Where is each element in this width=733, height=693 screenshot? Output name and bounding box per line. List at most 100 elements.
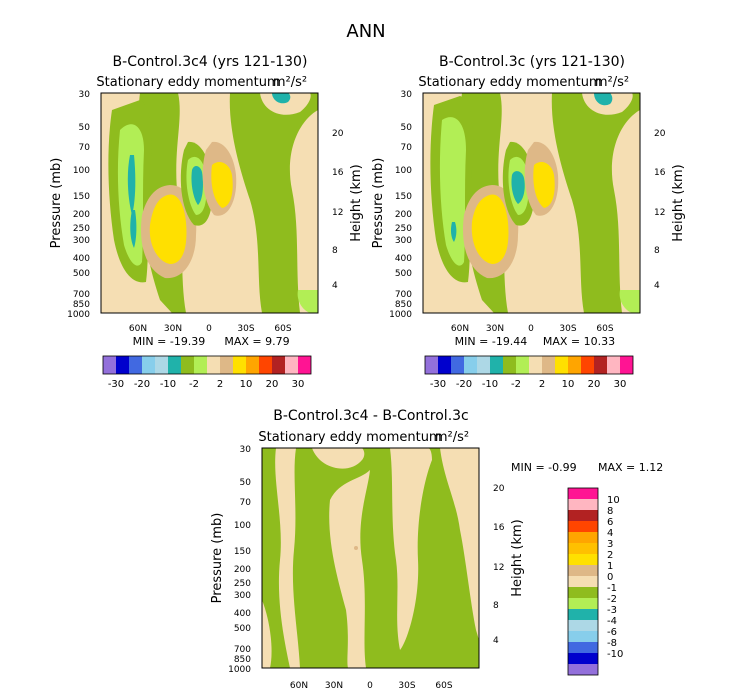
tan-top-c [312,448,365,469]
ytick-b: 400 [395,254,412,264]
min-label-a: MIN = -19.39 [133,335,206,348]
xtick-b: 60N [451,324,469,334]
lobe-yellow2-a [211,161,233,208]
y2tick-b: 16 [654,168,666,178]
spot-cyan-a [191,166,203,205]
xtick-a: 60N [129,324,147,334]
y2-axis-b: 20 16 12 8 4 Height (km) [654,129,686,291]
chart-title-b: B-Control.3c (yrs 121-130) [439,54,625,70]
tan-stripe-c [275,448,300,668]
colorbar-swatch [568,488,598,499]
ytick-a: 50 [79,123,91,133]
chart-subtitle-b: Stationary eddy momentum [418,75,601,90]
ytick-a: 200 [73,210,90,220]
colorbar-swatch [568,499,598,510]
y2tick-b: 4 [654,281,660,291]
spot-cyan-top-a [272,93,291,104]
ytick-c: 100 [234,521,251,531]
ylabel-a: Pressure (mb) [49,158,64,249]
chart-units-c: m²/s² [435,430,469,445]
spot-cyan-b [511,171,525,204]
colorbar-swatch [103,356,116,374]
corner-green-a [297,290,318,313]
colorbar-swatch [568,642,598,653]
colorbar-swatch [581,356,594,374]
ytick-a: 700 [73,290,90,300]
spot-sand-c [354,546,358,550]
colorbar-swatch [194,356,207,374]
colorbar-swatch [168,356,181,374]
xtick-a: 30S [237,324,254,334]
chart-subtitle-c: Stationary eddy momentum [258,430,441,445]
colorbar-swatch [246,356,259,374]
ytick-c: 400 [234,609,251,619]
colorbar-label: 10 [562,379,575,390]
colorbar-swatch [568,356,581,374]
colorbar-swatch [207,356,220,374]
colorbar-swatch [451,356,464,374]
colorbar-swatch [542,356,555,374]
colorbar-label: 3 [607,539,613,550]
field-base-c [262,448,479,668]
ytick-c: 200 [234,565,251,575]
colorbar-swatch [568,532,598,543]
colorbar-swatch [503,356,516,374]
y2-axis-a: 20 16 12 8 4 Height (km) [332,129,364,291]
ytick-b: 50 [401,123,413,133]
max-label-a: MAX = 9.79 [224,335,289,348]
ytick-b: 300 [395,236,412,246]
colorbar-label: -20 [456,379,472,390]
band-nh-lgreen-b [439,117,466,266]
colorbar-label: -3 [607,605,617,616]
ytick-a: 500 [73,269,90,279]
xtick-b: 30S [559,324,576,334]
y-axis-a: 30 50 70 100 150 200 250 300 400 500 700… [49,90,90,320]
y2tick-b: 8 [654,246,660,256]
tan-corner-c [262,600,272,668]
colorbar-swatch [568,587,598,598]
y2tick-a: 20 [332,129,344,139]
y2tick-c: 4 [493,636,499,646]
colorbar-swatch [233,356,246,374]
colorbar-swatch [464,356,477,374]
colorbar-swatch [425,356,438,374]
colorbar-swatch [568,554,598,565]
colorbar-swatch [568,521,598,532]
frame-c [261,447,480,669]
xtick-b: 60S [596,324,613,334]
contour-field-b [423,93,640,313]
ytick-a: 400 [73,254,90,264]
ytick-c: 850 [234,655,251,665]
chart-units-b: m²/s² [595,75,629,90]
colorbar-label: -1 [607,583,617,594]
ytick-a: 30 [79,90,91,100]
colorbar-swatch [259,356,272,374]
colorbar-swatch [298,356,311,374]
colorbar-swatch [516,356,529,374]
tan-middle2-c [390,448,432,650]
colorbar-swatch [568,620,598,631]
ytick-c: 150 [234,547,251,557]
colorbar-a: -30 -20 -10 -2 2 10 20 30 [102,355,312,390]
ytick-a: 250 [73,224,90,234]
ytick-c: 500 [234,624,251,634]
min-label-c: MIN = -0.99 [511,461,577,474]
panel-top-right: B-Control.3c (yrs 121-130) Stationary ed… [371,54,686,390]
max-label-c: MAX = 1.12 [598,461,663,474]
ylabel-c: Pressure (mb) [210,513,225,604]
xtick-c: 30S [398,681,415,691]
colorbar-label: -4 [607,616,617,627]
colorbar-swatch [181,356,194,374]
colorbar-label: 1 [607,561,613,572]
colorbar-label: -2 [607,594,617,605]
min-label-b: MIN = -19.44 [455,335,528,348]
x-axis-a: 60N 30N 0 30S 60S [129,324,292,334]
y2tick-a: 4 [332,281,338,291]
colorbar-swatch [220,356,233,374]
colorbar-c: 10 8 6 4 3 2 1 0 -1 -2 -3 -4 -6 -8 -10 [567,487,623,676]
xtick-a: 0 [206,324,212,334]
xtick-b: 30N [486,324,504,334]
spot-cyan-nh-b [450,222,457,242]
colorbar-swatch [477,356,490,374]
colorbar-swatch [568,510,598,521]
